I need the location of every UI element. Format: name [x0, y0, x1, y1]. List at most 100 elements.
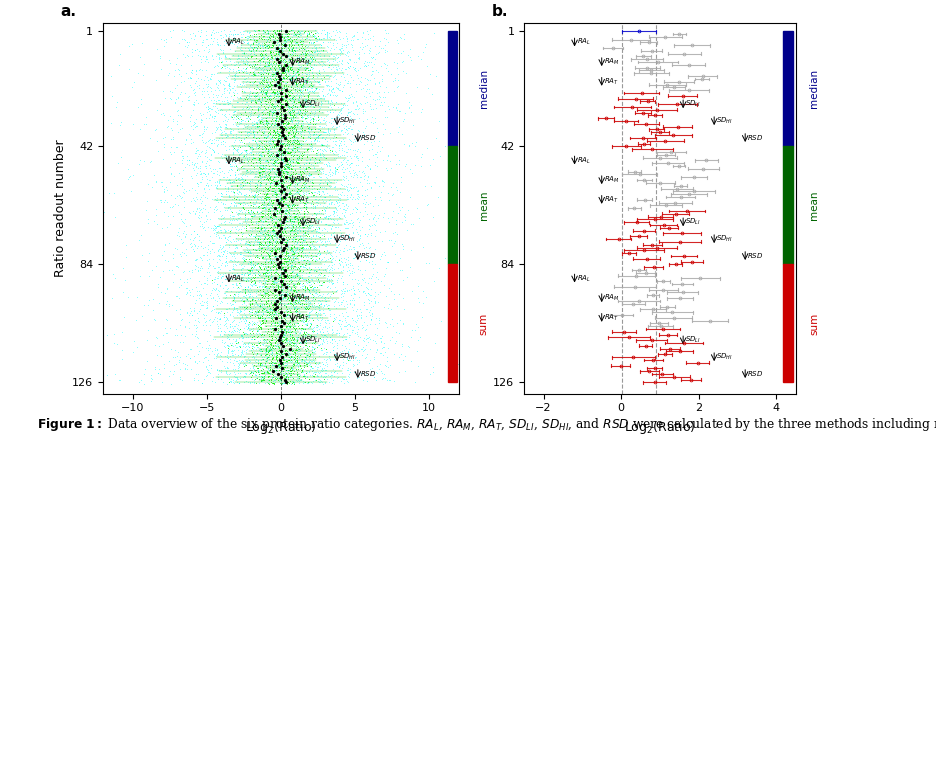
Point [272, 354, 287, 366]
Point [326, 106, 341, 118]
Point [320, 219, 335, 231]
Point [265, 135, 280, 147]
Point [245, 304, 260, 316]
Point [240, 245, 255, 257]
Point [419, 142, 434, 154]
Point [289, 192, 304, 204]
Point [268, 141, 283, 153]
Point [281, 373, 296, 385]
Point [299, 251, 314, 263]
Point [312, 45, 327, 58]
Point [285, 339, 300, 351]
Point [190, 203, 205, 215]
Point [260, 305, 275, 317]
Point [205, 143, 220, 155]
Point [311, 157, 326, 169]
Point [275, 244, 290, 256]
Point [325, 112, 340, 124]
Point [261, 126, 276, 139]
Point [306, 29, 321, 41]
Point [218, 120, 233, 132]
Point [235, 199, 250, 211]
Point [262, 369, 277, 381]
Point [278, 207, 293, 220]
X-axis label: Log$_2$(Ratio): Log$_2$(Ratio) [245, 419, 316, 436]
Point [278, 173, 293, 185]
Point [300, 90, 315, 102]
Point [368, 291, 383, 303]
Point [266, 340, 281, 352]
Point [300, 120, 314, 132]
Point [232, 205, 247, 217]
Point [282, 276, 297, 288]
Point [365, 262, 380, 274]
Point [344, 221, 359, 233]
Point [275, 269, 290, 281]
Point [267, 167, 282, 179]
Point [321, 126, 336, 139]
Point [264, 45, 279, 58]
Point [309, 250, 324, 262]
Point [262, 90, 277, 102]
Point [267, 79, 282, 91]
Point [344, 347, 359, 359]
Point [331, 360, 346, 372]
Point [270, 165, 285, 177]
Point [260, 341, 275, 354]
Point [277, 77, 292, 89]
Point [317, 90, 332, 102]
Point [298, 294, 313, 307]
Point [295, 174, 310, 186]
Point [188, 281, 203, 293]
Point [295, 375, 310, 387]
Point [269, 321, 284, 333]
Point [373, 95, 388, 107]
Point [285, 43, 300, 55]
Point [346, 284, 361, 296]
Point [281, 160, 296, 172]
Point [272, 126, 287, 138]
Point [390, 126, 405, 139]
Point [230, 269, 245, 281]
Point [254, 114, 269, 126]
Point [271, 45, 285, 58]
Point [290, 28, 305, 40]
Point [267, 24, 282, 36]
Point [373, 253, 388, 265]
Point [271, 87, 286, 99]
Point [264, 304, 279, 316]
Point [284, 37, 299, 49]
Point [315, 57, 330, 69]
Point [315, 371, 330, 383]
Point [332, 139, 347, 151]
Point [243, 371, 258, 383]
Point [292, 104, 307, 116]
Point [230, 145, 245, 157]
Point [385, 188, 400, 200]
Point [309, 26, 324, 39]
Point [345, 326, 360, 338]
Point [284, 101, 299, 113]
Point [369, 122, 384, 134]
Point [328, 348, 343, 360]
Point [134, 36, 149, 48]
Point [231, 269, 246, 281]
Point [175, 95, 190, 107]
Point [194, 251, 209, 263]
Point [293, 277, 308, 289]
Point [254, 96, 269, 108]
Point [321, 31, 336, 43]
Point [288, 230, 303, 242]
Point [314, 344, 329, 356]
Point [261, 203, 276, 215]
Point [364, 219, 379, 231]
Point [293, 281, 308, 293]
Point [334, 144, 349, 156]
Point [261, 117, 276, 129]
Point [277, 308, 292, 320]
Point [280, 164, 295, 176]
Point [203, 222, 218, 234]
Point [269, 217, 284, 229]
Point [358, 72, 373, 84]
Point [303, 258, 318, 270]
